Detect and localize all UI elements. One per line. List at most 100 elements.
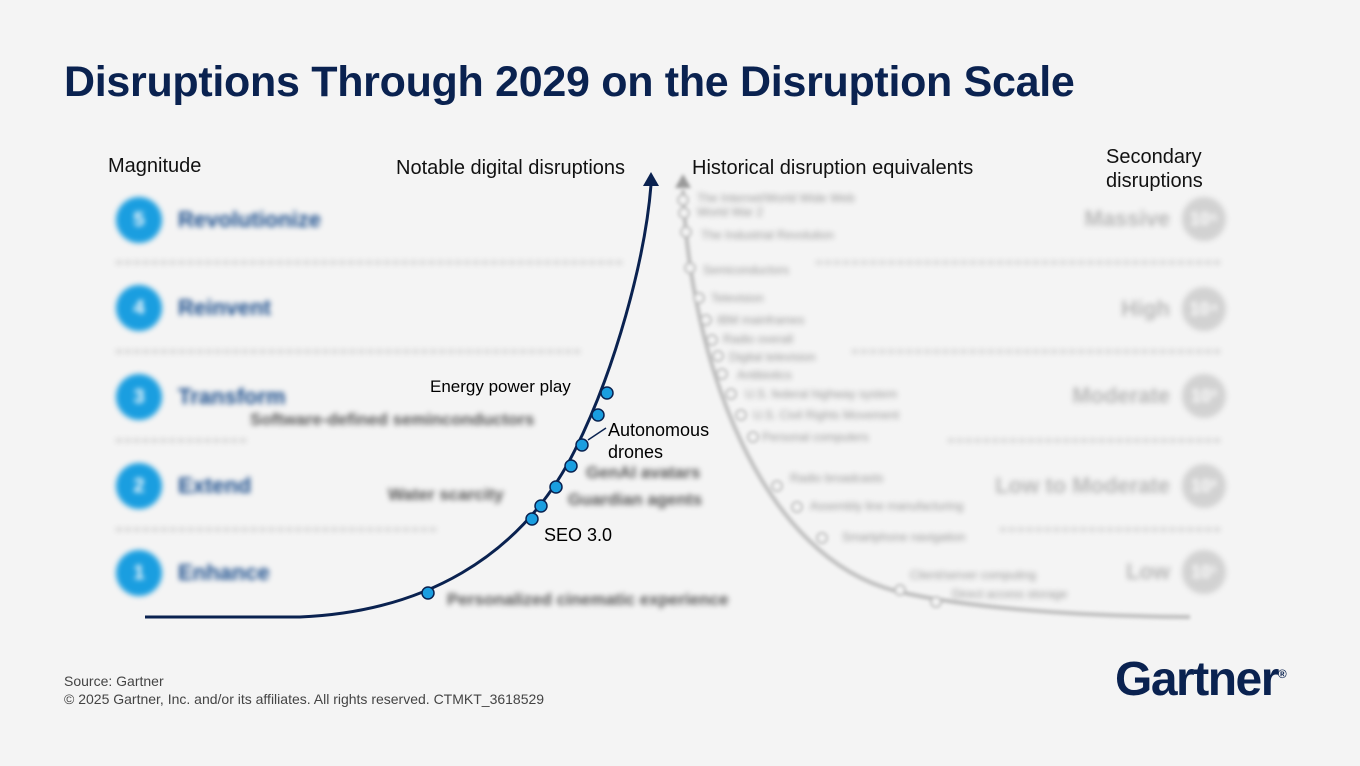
level-2: 2 Extend — [116, 463, 251, 509]
marker-personalized-cinematic — [421, 586, 435, 600]
level-1: 1 Enhance — [116, 550, 270, 596]
label-software-semiconductors: Software-defined seminconductors — [250, 410, 535, 429]
secondary-moderate-label: Moderate — [1072, 383, 1170, 408]
historical-arrowhead — [675, 174, 691, 188]
secondary-massive-badge: 10⁵ — [1182, 197, 1226, 241]
secondary-disruptions-header: Secondary disruptions — [1106, 145, 1203, 193]
historical-marker — [716, 368, 728, 380]
label-energy-power-play: Energy power play — [430, 377, 571, 396]
hist-label: The Industrial Revolution — [701, 228, 834, 242]
separator-left-5-4 — [116, 261, 622, 264]
historical-marker — [816, 532, 828, 544]
historical-marker — [791, 501, 803, 513]
historical-marker — [677, 194, 689, 206]
historical-marker — [684, 262, 696, 274]
level-1-name: Enhance — [178, 560, 270, 585]
marker-guardian-agents — [534, 499, 548, 513]
marker-autonomous-drones — [575, 438, 589, 452]
label-seo: SEO 3.0 — [544, 525, 613, 545]
secondary-low-to-moderate-label: Low to Moderate — [995, 473, 1170, 498]
historical-marker — [747, 431, 759, 443]
hist-label: IBM mainframes — [717, 313, 805, 327]
drones-leader-line — [587, 427, 607, 441]
page-title: Disruptions Through 2029 on the Disrupti… — [64, 58, 1075, 106]
hist-label: Semiconductors — [703, 263, 790, 277]
secondary-high-label: High — [1121, 296, 1170, 321]
label-autonomous-drones: Autonomous drones — [608, 419, 709, 463]
secondary-massive: Massive 10⁵ — [1084, 197, 1226, 241]
footer-copyright: © 2025 Gartner, Inc. and/or its affiliat… — [64, 691, 545, 707]
hist-label: Personal computers — [762, 430, 869, 444]
level-3-name: Transform — [178, 384, 286, 409]
historical-equivalents-header: Historical disruption equivalents — [692, 157, 974, 179]
level-2-name: Extend — [178, 473, 252, 498]
secondary-moderate-badge: 10³ — [1182, 374, 1226, 418]
historical-marker — [771, 480, 783, 492]
separator-left-2-1 — [116, 528, 436, 531]
secondary-low: Low 10¹ — [1126, 550, 1226, 594]
separator-left-3-2 — [116, 439, 246, 442]
secondary-low-badge: 10¹ — [1182, 550, 1226, 594]
historical-marker — [693, 292, 705, 304]
gartner-logo-text: Gartner — [1115, 653, 1279, 706]
marker-energy-power-play — [600, 386, 614, 400]
label-personalized-cinematic: Personalized cinematic experience — [447, 590, 729, 609]
digital-disruption-curve — [145, 184, 653, 619]
secondary-low-to-moderate-badge: 10² — [1182, 464, 1226, 508]
digital-curve-arrowhead — [643, 172, 659, 186]
hist-label: Client/server computing — [910, 568, 1037, 582]
label-water-scarcity: Water scarcity — [388, 485, 504, 504]
footer: Source: Gartner © 2025 Gartner, Inc. and… — [64, 672, 544, 708]
label-autonomous-drones-line2: drones — [608, 442, 664, 462]
marker-water-scarcity — [549, 480, 563, 494]
label-autonomous-drones-line1: Autonomous — [608, 420, 710, 440]
secondary-header-line1: Secondary — [1106, 146, 1202, 168]
marker-seo — [525, 512, 539, 526]
secondary-low-label: Low — [1126, 559, 1170, 584]
hist-label: U.S. Civil Rights Movement — [753, 408, 900, 422]
magnitude-header: Magnitude — [108, 155, 202, 177]
historical-marker — [706, 334, 718, 346]
separator-right-3-2 — [948, 439, 1220, 442]
separator-right-5-4 — [816, 261, 1220, 264]
historical-marker — [725, 388, 737, 400]
historical-marker — [680, 226, 692, 238]
level-3: 3 Transform — [116, 374, 286, 420]
hist-label: The Internet/World Wide Web — [697, 191, 855, 205]
hist-label: Television — [711, 291, 764, 305]
historical-marker — [930, 596, 942, 608]
hist-label: Digital television — [729, 350, 816, 364]
secondary-low-to-moderate: Low to Moderate 10² — [995, 464, 1226, 508]
separator-left-4-3 — [116, 350, 580, 353]
hist-label: Radio broadcasts — [790, 471, 884, 485]
level-2-circle: 2 — [116, 463, 162, 509]
secondary-high-badge: 10⁴ — [1182, 287, 1226, 331]
historical-marker — [712, 350, 724, 362]
marker-genai-avatars — [564, 459, 578, 473]
secondary-moderate: Moderate 10³ — [1072, 374, 1226, 418]
hist-label: Antibiotics — [737, 368, 792, 382]
level-5-circle: 5 — [116, 197, 162, 243]
gartner-logo: Gartner® — [1115, 652, 1287, 707]
historical-curve-group — [675, 174, 1191, 619]
historical-marker — [735, 409, 747, 421]
level-5-name: Revolutionize — [178, 207, 322, 232]
historical-marker — [700, 314, 712, 326]
label-genai-avatars: GenAI avatars — [586, 463, 701, 482]
hist-label: U.S. federal highway system — [745, 387, 898, 401]
level-5: 5 Revolutionize — [116, 197, 321, 243]
secondary-header-line2: disruptions — [1106, 170, 1203, 192]
historical-curve — [681, 189, 1191, 619]
label-guardian-agents: Guardian agents — [568, 490, 703, 509]
secondary-high: High 10⁴ — [1121, 287, 1226, 331]
historical-marker — [678, 207, 690, 219]
hist-label: Assembly line manufacturing — [810, 499, 964, 513]
level-4: 4 Reinvent — [116, 285, 271, 331]
separator-right-4-3 — [852, 350, 1220, 353]
registered-mark: ® — [1277, 667, 1287, 681]
secondary-massive-label: Massive — [1084, 206, 1170, 231]
level-3-circle: 3 — [116, 374, 162, 420]
hist-label: Radio overall — [723, 332, 794, 346]
footer-source: Source: Gartner — [64, 673, 164, 689]
